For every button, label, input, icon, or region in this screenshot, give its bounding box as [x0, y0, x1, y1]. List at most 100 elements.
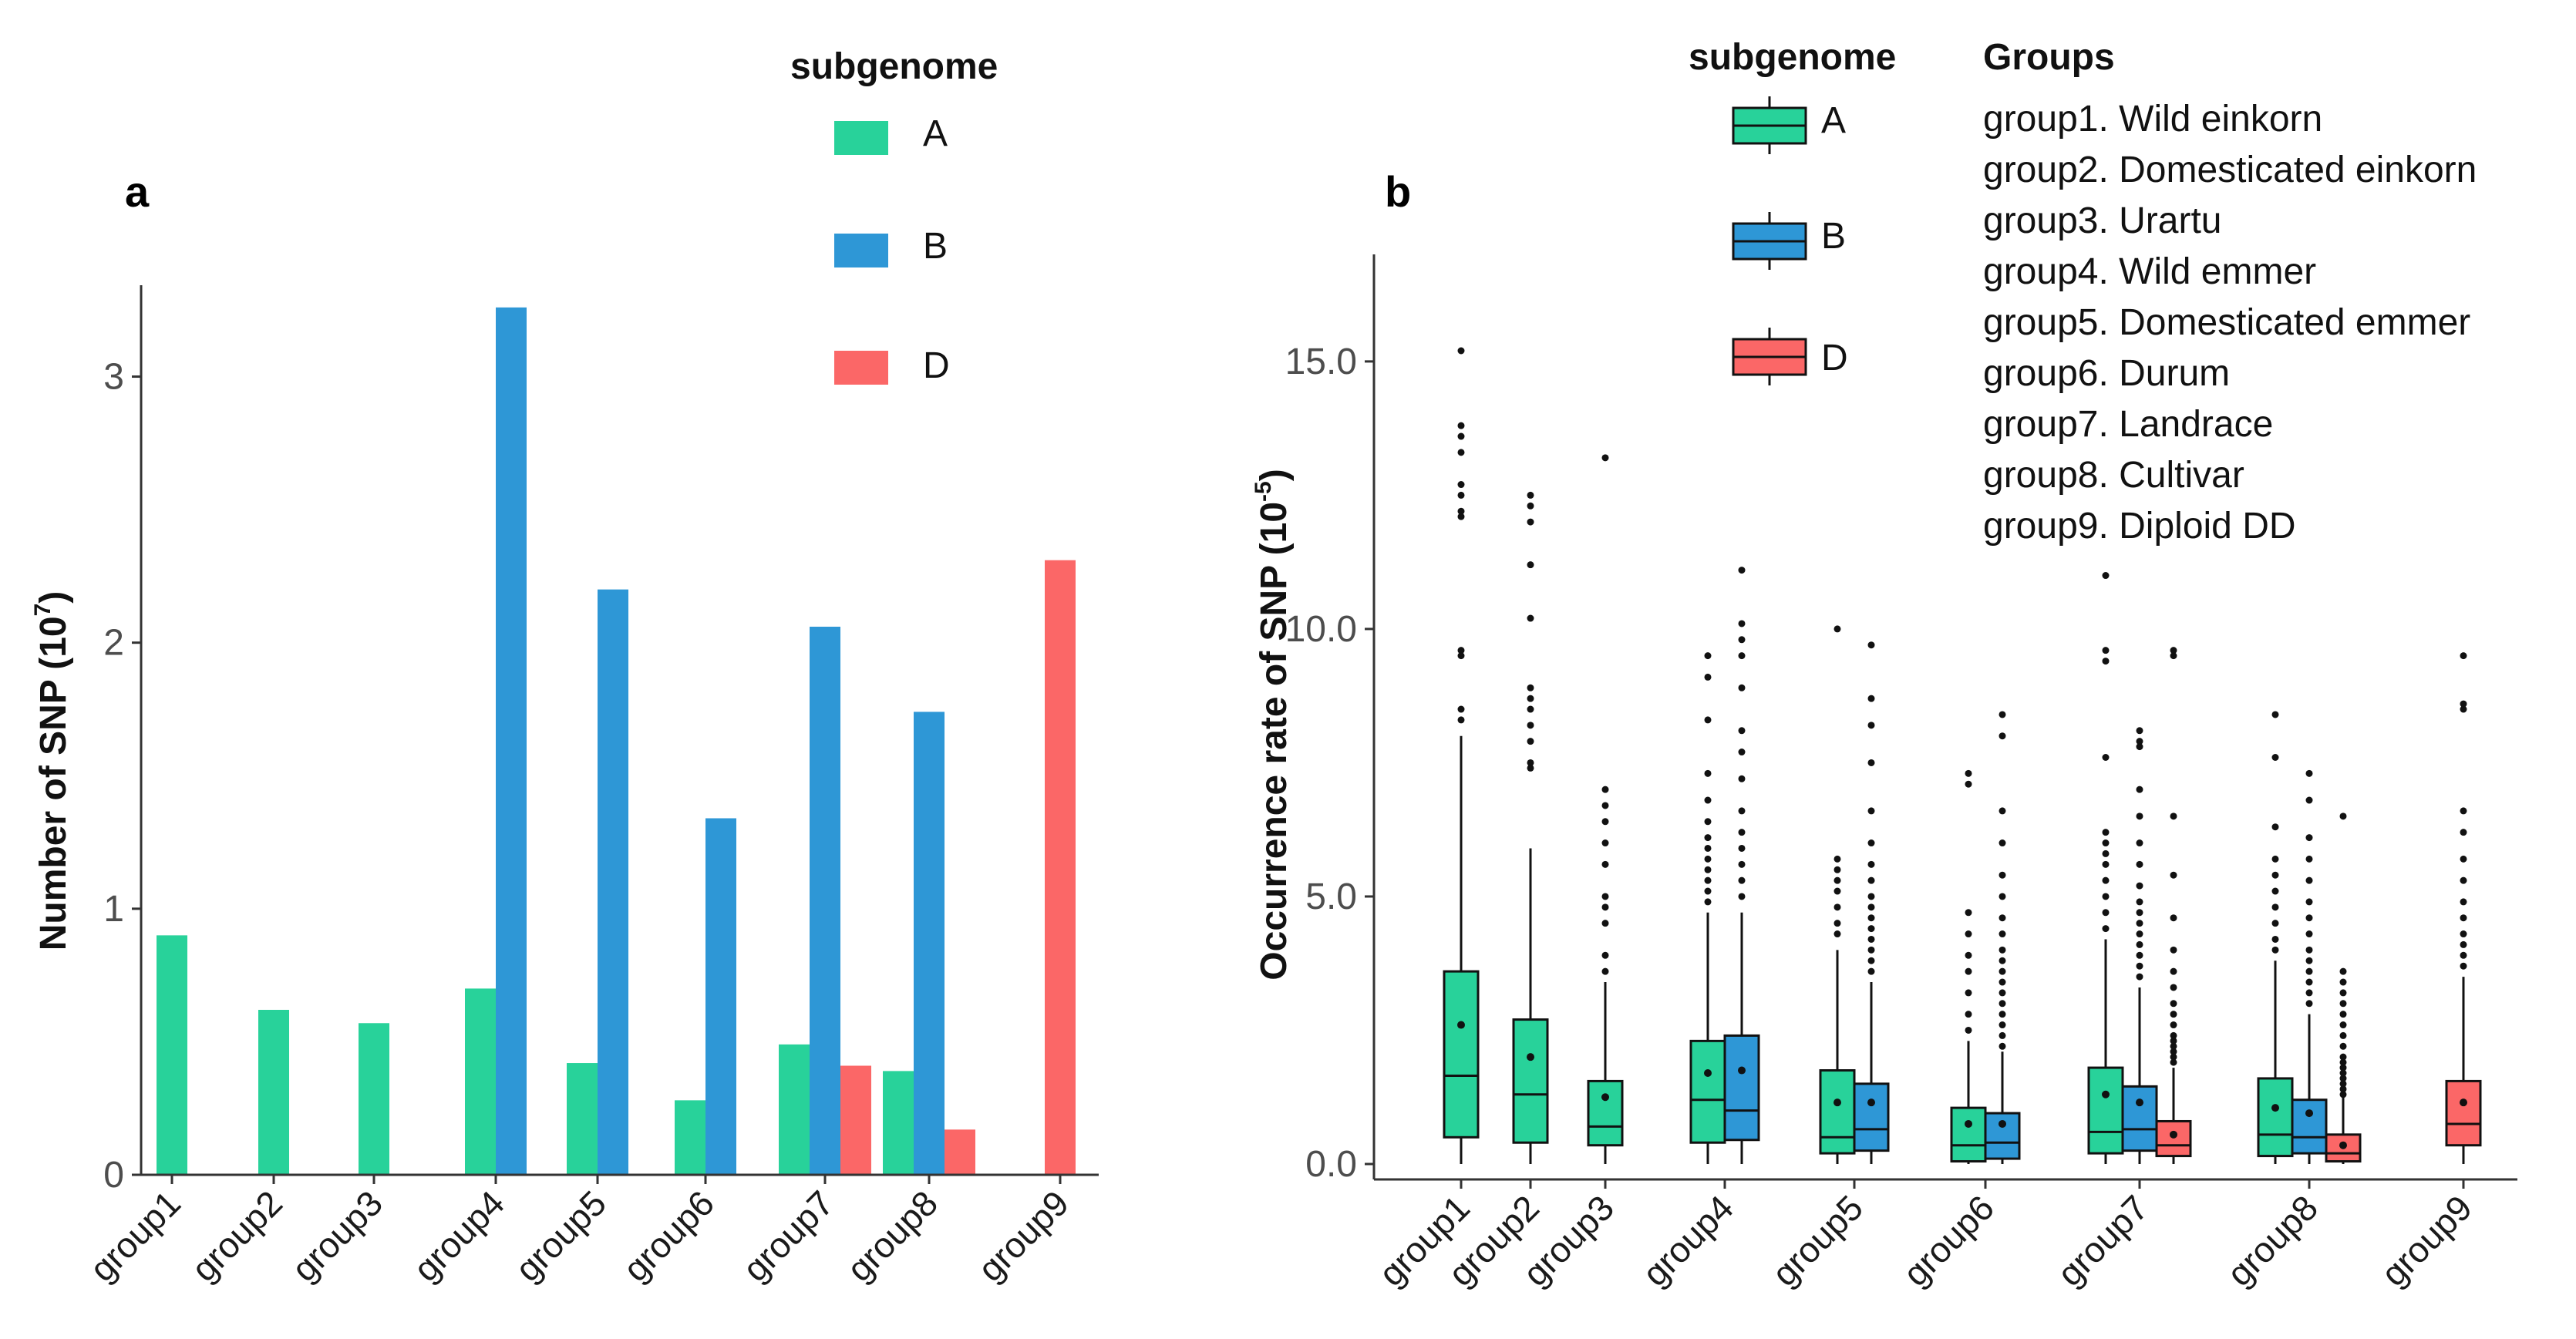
- box-group8-b: [2291, 1098, 2328, 1155]
- panel-a-y-tick-label: 1: [103, 889, 124, 930]
- panel-b-y-axis-title: Occurrence rate of SNP (10-5): [1251, 469, 1295, 980]
- outlier-group6-b: [1999, 1031, 2006, 1039]
- panel-b-legend-title: subgenome: [1689, 37, 1896, 78]
- panel-a-x-tick-label: group7: [735, 1183, 841, 1289]
- outlier-group8-d: [2339, 1064, 2347, 1072]
- panel-b-y-tick-label: 10.0: [1285, 609, 1357, 650]
- outlier-group8-b: [2305, 957, 2313, 964]
- outlier-group4-b: [1738, 749, 1746, 756]
- outlier-group4-b: [1738, 876, 1746, 884]
- outlier-group4-b: [1738, 684, 1746, 691]
- outlier-group6-a: [1965, 1011, 1972, 1018]
- outlier-group5-b: [1867, 839, 1875, 847]
- panel-b-y-tick-label: 15.0: [1285, 341, 1357, 382]
- outlier-group4-a: [1704, 796, 1712, 804]
- outlier-group1-a: [1457, 513, 1465, 520]
- outlier-group9-d: [2460, 940, 2467, 948]
- outlier-group3-a: [1601, 893, 1609, 900]
- outlier-group1-a: [1457, 716, 1465, 724]
- outlier-group2-a: [1527, 759, 1534, 766]
- bar-group2-a: [258, 1010, 289, 1175]
- mean-point-group8-a: [2271, 1104, 2279, 1112]
- outlier-group4-a: [1704, 716, 1712, 724]
- outlier-group9-d: [2460, 705, 2467, 713]
- groups-legend-entry: group4. Wild emmer: [1983, 251, 2316, 292]
- outlier-group1-a: [1457, 449, 1465, 456]
- outlier-group3-a: [1601, 786, 1609, 793]
- outlier-group8-a: [2271, 711, 2279, 718]
- outlier-group7-d: [2170, 1053, 2177, 1061]
- outlier-group4-b: [1738, 807, 1746, 815]
- outlier-group7-d: [2170, 647, 2177, 654]
- outlier-group9-d: [2460, 876, 2467, 884]
- outlier-group6-b: [1999, 893, 2006, 900]
- outlier-group3-a: [1601, 951, 1609, 959]
- outlier-group4-b: [1738, 829, 1746, 836]
- outlier-group6-b: [1999, 914, 2006, 922]
- mean-point-group7-b: [2136, 1098, 2143, 1107]
- outlier-group8-b: [2305, 855, 2313, 863]
- outlier-group6-b: [1999, 1011, 2006, 1018]
- outlier-group2-a: [1527, 518, 1534, 526]
- bar-group4-a: [465, 988, 496, 1175]
- outlier-group8-b: [2305, 989, 2313, 997]
- panel-b-boxes: [1443, 347, 2482, 1164]
- outlier-group7-b: [2136, 812, 2143, 820]
- panel-a-legend-label-d: D: [923, 345, 950, 386]
- outlier-group8-d: [2339, 1021, 2347, 1029]
- panel-b-x-tick-label: group9: [2373, 1187, 2480, 1294]
- outlier-group7-b: [2136, 839, 2143, 847]
- panel-a-legend-swatch-a: [834, 121, 888, 155]
- outlier-group5-a: [1834, 855, 1841, 863]
- outlier-group3-a: [1601, 903, 1609, 911]
- outlier-group6-b: [1999, 957, 2006, 964]
- bar-group7-b: [810, 626, 840, 1175]
- mean-point-group4-a: [1704, 1069, 1712, 1078]
- outlier-group4-b: [1738, 620, 1746, 627]
- outlier-group7-d: [2170, 812, 2177, 820]
- outlier-group4-a: [1704, 769, 1712, 777]
- outlier-group3-a: [1601, 967, 1609, 975]
- outlier-group6-a: [1965, 780, 1972, 788]
- box-group4-a: [1689, 1039, 1726, 1144]
- outlier-group7-d: [2170, 652, 2177, 660]
- outlier-group5-b: [1867, 893, 1875, 900]
- mean-point-group8-d: [2339, 1141, 2347, 1149]
- outlier-group8-b: [2305, 946, 2313, 954]
- box-group7-b: [2121, 1085, 2158, 1152]
- outlier-group5-a: [1834, 930, 1841, 938]
- panel-a-y-tick-label: 0: [103, 1155, 124, 1196]
- outlier-group1-a: [1457, 347, 1465, 355]
- outlier-group5-b: [1867, 957, 1875, 964]
- outlier-group6-a: [1965, 967, 1972, 975]
- panel-b-legend-label-a: A: [1821, 100, 1846, 141]
- outlier-group7-b: [2136, 962, 2143, 970]
- bar-group5-b: [598, 589, 628, 1175]
- outlier-group2-a: [1527, 561, 1534, 569]
- outlier-group3-a: [1601, 920, 1609, 927]
- outlier-group8-b: [2305, 978, 2313, 986]
- outlier-group7-d: [2170, 871, 2177, 879]
- panel-b-legend-key-d: [1732, 328, 1807, 385]
- panel-b-x-tick-label: group6: [1895, 1187, 2002, 1294]
- panel-a-x-tick-label: group5: [507, 1183, 614, 1289]
- outlier-group1-a: [1457, 481, 1465, 489]
- panel-b-legend-label-b: B: [1821, 216, 1846, 257]
- outlier-group7-d: [2170, 914, 2177, 922]
- outlier-group5-b: [1867, 935, 1875, 943]
- outlier-group8-b: [2305, 876, 2313, 884]
- panel-a-y-ticks: 0 1 2 3: [103, 357, 141, 1196]
- outlier-group8-b: [2305, 967, 2313, 975]
- outlier-group5-b: [1867, 695, 1875, 702]
- outlier-group8-a: [2271, 887, 2279, 895]
- bar-group8-a: [883, 1071, 914, 1175]
- outlier-group7-b: [2136, 973, 2143, 981]
- outlier-group7-a: [2102, 849, 2110, 857]
- mean-point-group3-a: [1601, 1093, 1609, 1102]
- outlier-group6-b: [1999, 732, 2006, 740]
- outlier-group7-d: [2170, 1021, 2177, 1029]
- outlier-group5-b: [1867, 914, 1875, 922]
- outlier-group8-d: [2339, 1031, 2347, 1039]
- outlier-group6-a: [1965, 1026, 1972, 1034]
